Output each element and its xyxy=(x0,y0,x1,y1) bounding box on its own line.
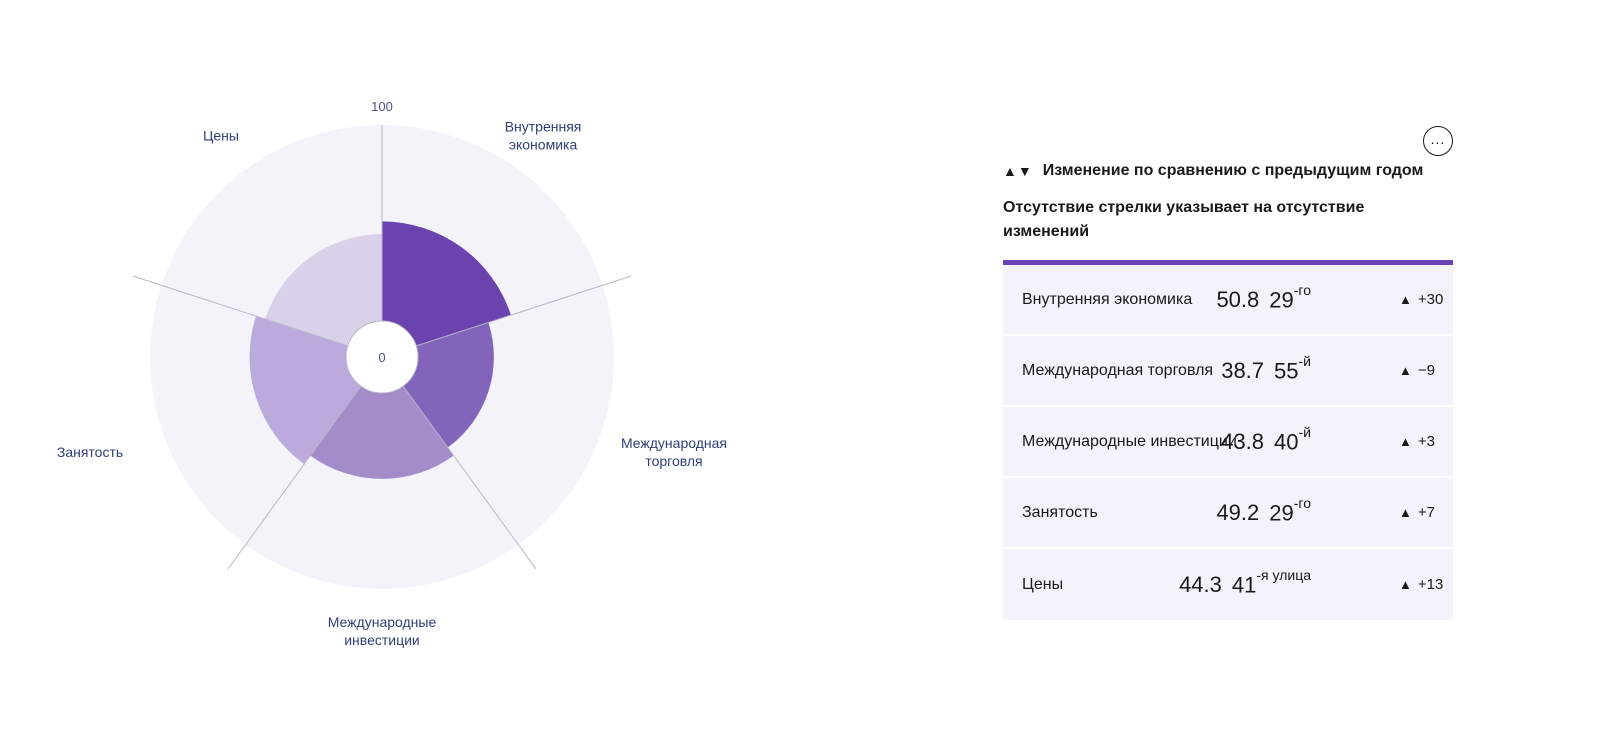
score-value: 43.8 xyxy=(1221,428,1265,454)
rank: 55-й xyxy=(1274,353,1311,384)
row-label: Международная торговля xyxy=(1022,361,1214,379)
axis-spoke xyxy=(227,385,362,570)
change-value: +30 xyxy=(1417,291,1444,308)
change-value: −9 xyxy=(1417,362,1435,379)
axis-spoke xyxy=(402,385,537,570)
row-change: ▲ +7 xyxy=(1399,478,1435,547)
up-arrow-icon: ▲ xyxy=(1399,577,1412,592)
rank-number: 29 xyxy=(1269,500,1294,526)
center-hole xyxy=(345,320,419,394)
rank: 29-го xyxy=(1269,282,1311,313)
rank: 29-го xyxy=(1269,495,1311,526)
score-value: 50.8 xyxy=(1216,286,1260,312)
row-change: ▲ +30 xyxy=(1399,265,1443,334)
axis-label: Внутренняя экономика xyxy=(505,118,582,152)
sector-5 xyxy=(265,234,382,357)
axis-label: Международные инвестиции xyxy=(328,614,437,648)
table-row: Цены 44.3 41-я улица ▲ +13 xyxy=(1003,549,1453,620)
table-row: Внутренняя экономика 50.8 29-го ▲ +30 xyxy=(1003,265,1453,336)
axis-label-line: Занятость xyxy=(57,444,123,460)
up-arrow-icon: ▲ xyxy=(1399,505,1412,520)
axis-label-line: Международная xyxy=(621,435,727,451)
axis-spoke xyxy=(132,275,348,347)
row-score: 43.8 40-й xyxy=(1221,407,1311,476)
polar-area-chart: 0 100 Внутренняя экономика Международная торг… xyxy=(57,99,727,648)
up-down-arrows-icon: ▲▼ xyxy=(1003,163,1033,179)
change-value: +7 xyxy=(1417,504,1435,521)
row-score: 50.8 29-го xyxy=(1216,265,1311,334)
axis-label-line: Цены xyxy=(203,127,239,143)
score-value: 38.7 xyxy=(1221,357,1265,383)
row-score: 38.7 55-й xyxy=(1221,336,1311,405)
center-tick-label: 0 xyxy=(378,350,385,365)
sector-3 xyxy=(310,357,454,479)
score-table: Внутренняя экономика 50.8 29-го ▲ +30 Ме… xyxy=(1003,260,1453,620)
score-value: 49.2 xyxy=(1216,499,1260,525)
row-score: 49.2 29-го xyxy=(1216,478,1311,547)
more-options-button[interactable]: ... xyxy=(1423,126,1453,156)
axis-label: Международная торговля xyxy=(621,435,727,469)
legend-text: Изменение по сравнению с предыдущим годо… xyxy=(1042,162,1424,179)
axis-label: Цены xyxy=(203,127,239,143)
rank: 41-я улица xyxy=(1231,567,1311,598)
rank-suffix: -й xyxy=(1298,352,1311,369)
rank-number: 40 xyxy=(1274,429,1299,455)
rank: 40-й xyxy=(1274,424,1311,455)
row-label: Занятость xyxy=(1022,503,1098,521)
axis-label-line: Международные xyxy=(328,614,437,630)
rank-suffix: -го xyxy=(1293,281,1311,298)
rank-number: 29 xyxy=(1269,287,1294,313)
row-label: Цены xyxy=(1022,575,1064,593)
change-value: +13 xyxy=(1417,576,1444,593)
row-score: 44.3 41-я улица xyxy=(1179,549,1311,620)
axis-label-line: экономика xyxy=(509,136,578,152)
max-tick-label: 100 xyxy=(371,99,393,114)
table-row: Занятость 49.2 29-го ▲ +7 xyxy=(1003,478,1453,549)
rank-suffix: -я улица xyxy=(1256,566,1311,583)
axis-label-line: торговля xyxy=(645,453,702,469)
row-label: Международные инвестиции xyxy=(1022,432,1237,450)
row-change: ▲ +13 xyxy=(1399,549,1443,620)
score-value: 44.3 xyxy=(1179,571,1222,597)
rank-suffix: -го xyxy=(1293,494,1311,511)
rank-number: 41 xyxy=(1231,572,1257,598)
change-legend: ▲▼ Изменение по сравнению с предыдущим г… xyxy=(1003,162,1423,180)
no-arrow-note: Отсутствие стрелки указывает на отсутств… xyxy=(1003,199,1365,240)
sector-1 xyxy=(382,221,511,357)
up-arrow-icon: ▲ xyxy=(1399,292,1412,307)
up-arrow-icon: ▲ xyxy=(1399,434,1412,449)
axis-spoke xyxy=(416,275,632,347)
row-change: ▲ −9 xyxy=(1399,336,1435,405)
up-arrow-icon: ▲ xyxy=(1399,363,1412,378)
table-row: Международные инвестиции 43.8 40-й ▲ +3 xyxy=(1003,407,1453,478)
rank-suffix: -й xyxy=(1298,423,1311,440)
axis-label: Занятость xyxy=(57,444,123,460)
table-row: Международная торговля 38.7 55-й ▲ −9 xyxy=(1003,336,1453,407)
rank-number: 55 xyxy=(1274,358,1299,384)
change-value: +3 xyxy=(1417,433,1435,450)
row-label: Внутренняя экономика xyxy=(1022,290,1193,308)
axis-label-line: Внутренняя xyxy=(505,118,582,134)
row-change: ▲ +3 xyxy=(1399,407,1435,476)
axis-label-line: инвестиции xyxy=(344,632,420,648)
